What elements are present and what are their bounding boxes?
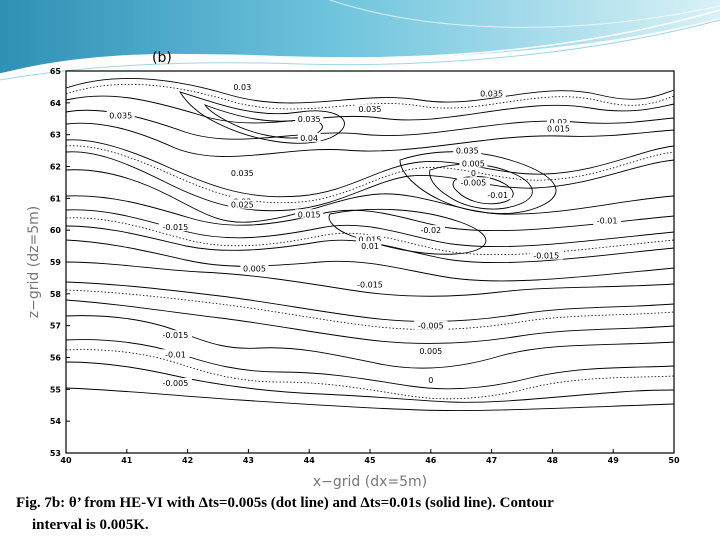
y-tick-label: 62 bbox=[50, 163, 61, 172]
contour-label: 0.035 bbox=[298, 115, 321, 124]
contour-label-bg bbox=[295, 113, 324, 123]
contour-label: 0.03 bbox=[233, 83, 251, 92]
contour-label: -0.015 bbox=[163, 331, 189, 340]
contour-label: 0.035 bbox=[480, 89, 503, 98]
contour-label-bg bbox=[161, 349, 190, 359]
contour-label: 0.04 bbox=[300, 134, 318, 143]
x-tick-label: 50 bbox=[668, 456, 680, 465]
slide-header-decoration bbox=[0, 0, 720, 81]
contour-label: 0.035 bbox=[231, 169, 254, 178]
contour-label-bg bbox=[593, 215, 622, 225]
contour-label-bg bbox=[158, 221, 193, 231]
contour-label-bg bbox=[416, 346, 445, 356]
x-tick-label: 49 bbox=[608, 456, 620, 465]
contour-label: -0.015 bbox=[163, 223, 189, 232]
contour-label: 0.035 bbox=[359, 105, 382, 114]
contour-label: 0.015 bbox=[547, 124, 570, 133]
contour-label-bg bbox=[230, 81, 254, 91]
contour-lines-dotted bbox=[65, 83, 675, 400]
contour-label-bg bbox=[240, 263, 269, 273]
contour-label-bg bbox=[106, 110, 135, 120]
contour-label-bg bbox=[427, 374, 435, 384]
contour-label-bg bbox=[158, 330, 193, 340]
contour-label-bg bbox=[158, 377, 193, 387]
contour-label: -0.015 bbox=[533, 252, 559, 261]
contour-label-bg bbox=[483, 190, 512, 200]
contour-label: 0.015 bbox=[359, 236, 382, 245]
contour-label: 0.005 bbox=[419, 347, 442, 356]
y-tick-label: 58 bbox=[50, 290, 62, 299]
contour-label: -0.005 bbox=[163, 379, 189, 388]
contour-label: -0.015 bbox=[357, 280, 383, 289]
x-axis-label: x−grid (dx=5m) bbox=[313, 474, 427, 490]
contour-label-bg bbox=[416, 225, 445, 235]
contour-label: -0.02 bbox=[420, 226, 441, 235]
contour-label: -0.005 bbox=[418, 322, 444, 331]
x-axis-ticks: 40 41 42 43 44 45 46 47 48 49 50 bbox=[60, 449, 680, 465]
x-tick-label: 44 bbox=[304, 456, 316, 465]
figure-caption: Fig. 7b: θ’ from HE-VI with Δts=0.005s (… bbox=[16, 492, 706, 536]
contour-label-bg bbox=[547, 116, 570, 126]
contour-label-bg bbox=[228, 167, 257, 177]
contour-label-bg bbox=[228, 199, 257, 209]
contour-label: 0.005 bbox=[243, 264, 266, 273]
y-tick-label: 61 bbox=[50, 194, 62, 203]
contour-label: 0.015 bbox=[298, 210, 321, 219]
contour-label: 0.02 bbox=[550, 118, 568, 127]
y-tick-label: 60 bbox=[50, 226, 62, 235]
contour-label-bg bbox=[356, 234, 384, 244]
contour-label-bg bbox=[469, 167, 477, 177]
contour-label-bg bbox=[544, 123, 573, 133]
contour-label-bg bbox=[356, 104, 384, 114]
y-tick-label: 56 bbox=[50, 354, 62, 363]
x-tick-label: 45 bbox=[364, 456, 376, 465]
x-tick-label: 48 bbox=[547, 456, 559, 465]
y-tick-label: 65 bbox=[50, 67, 62, 76]
y-axis-label: z−grid (dz=5m) bbox=[26, 206, 42, 318]
contour-label: 0.005 bbox=[462, 159, 485, 168]
contour-label-bg bbox=[353, 279, 387, 289]
contour-label: -0.005 bbox=[460, 178, 486, 187]
contour-label-bg bbox=[453, 145, 482, 155]
y-tick-label: 54 bbox=[50, 417, 62, 426]
contour-label: 0.01 bbox=[361, 242, 379, 251]
x-tick-label: 41 bbox=[121, 456, 133, 465]
x-tick-label: 47 bbox=[486, 456, 497, 465]
caption-line-2: interval is 0.005K. bbox=[32, 517, 149, 533]
panel-label: (b) bbox=[152, 50, 172, 66]
y-tick-label: 53 bbox=[50, 449, 61, 458]
contour-label: 0 bbox=[471, 169, 476, 178]
caption-line-1: Fig. 7b: θ’ from HE-VI with Δts=0.005s (… bbox=[16, 495, 554, 511]
contour-label-bg bbox=[477, 88, 506, 98]
contour-labels: 0.030.0350.0350.0350.0350.040.020.0150.0… bbox=[106, 81, 622, 388]
contour-label-bg bbox=[295, 209, 324, 219]
y-tick-label: 57 bbox=[50, 322, 61, 331]
y-tick-label: 64 bbox=[50, 99, 62, 108]
contour-label-bg bbox=[358, 241, 382, 251]
y-axis-ticks: 53 54 55 56 57 58 59 60 61 62 63 64 65 bbox=[50, 67, 70, 458]
contour-plot: 0.030.0350.0350.0350.0350.040.020.0150.0… bbox=[26, 67, 680, 490]
contour-label-bg bbox=[414, 320, 448, 330]
y-tick-label: 63 bbox=[50, 131, 61, 140]
x-tick-label: 46 bbox=[425, 456, 437, 465]
contour-label: -0.01 bbox=[487, 191, 508, 200]
x-tick-label: 43 bbox=[243, 456, 254, 465]
contour-label: 0.025 bbox=[231, 201, 254, 210]
x-tick-label: 42 bbox=[182, 456, 193, 465]
contour-label: 0.035 bbox=[456, 147, 479, 156]
contour-label: 0.035 bbox=[109, 112, 132, 121]
x-tick-label: 40 bbox=[60, 456, 72, 465]
contour-label: -0.01 bbox=[597, 217, 618, 226]
contour-label-bg bbox=[297, 132, 321, 142]
y-tick-label: 55 bbox=[50, 385, 62, 394]
contour-label: 0 bbox=[428, 376, 433, 385]
plot-frame bbox=[65, 70, 675, 454]
contour-label: -0.01 bbox=[165, 350, 186, 359]
contour-label-bg bbox=[529, 250, 563, 260]
contour-label-bg bbox=[459, 158, 488, 168]
y-tick-label: 59 bbox=[50, 258, 62, 267]
contour-label-bg bbox=[456, 177, 490, 187]
